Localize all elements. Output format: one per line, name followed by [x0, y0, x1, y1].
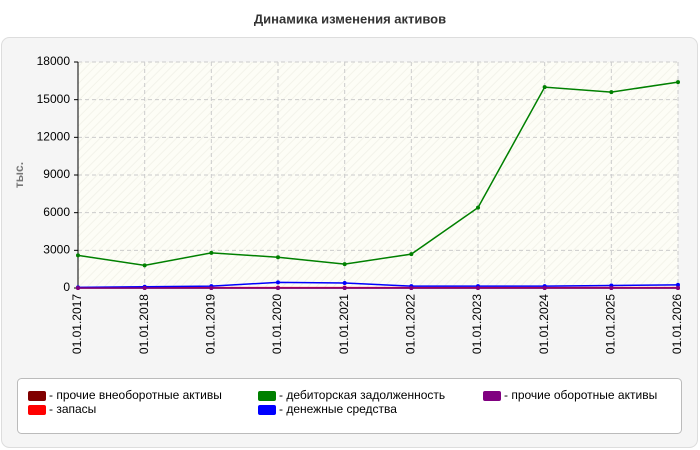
- x-tick-label: 01.01.2018: [137, 294, 151, 354]
- chart-title: Динамика изменения активов: [254, 11, 446, 26]
- data-point: [342, 280, 347, 285]
- series-line: [77, 81, 679, 267]
- legend-label: - денежные средства: [279, 402, 397, 416]
- data-point: [476, 286, 480, 290]
- x-tick-label: 01.01.2020: [270, 294, 284, 354]
- data-point: [609, 286, 614, 290]
- y-tick-label: 18000: [37, 54, 71, 68]
- data-point: [342, 286, 347, 290]
- data-point: [209, 286, 214, 290]
- legend-label: - прочие внеоборотные активы: [49, 388, 222, 402]
- data-point: [276, 286, 280, 290]
- legend-swatch: [28, 391, 46, 401]
- data-point: [276, 255, 280, 260]
- y-tick-label: 12000: [37, 130, 71, 144]
- legend-label: - запасы: [49, 402, 96, 416]
- legend-swatch: [258, 405, 276, 415]
- y-tick-label: 9000: [43, 167, 70, 181]
- y-tick-label: 6000: [43, 205, 70, 219]
- data-point: [276, 280, 280, 285]
- data-point: [76, 253, 80, 258]
- x-tick-label: 01.01.2021: [337, 294, 351, 354]
- data-point: [476, 205, 480, 210]
- data-point: [409, 252, 414, 257]
- data-point: [142, 286, 147, 290]
- legend-label: - дебиторская задолженность: [279, 388, 445, 402]
- legend-swatch: [28, 405, 46, 415]
- series-line: [77, 281, 679, 289]
- x-tick-label: 01.01.2025: [604, 294, 618, 354]
- data-point: [676, 80, 680, 85]
- x-tick-label: 01.01.2026: [670, 294, 684, 354]
- data-point: [676, 286, 680, 290]
- legend-label: - прочие оборотные активы: [504, 388, 657, 402]
- legend: [17, 378, 682, 434]
- y-axis-label: тыс.: [12, 162, 26, 188]
- data-point: [609, 90, 614, 95]
- data-point: [676, 282, 680, 287]
- x-tick-label: 01.01.2019: [204, 294, 218, 354]
- y-tick-label: 15000: [37, 92, 71, 106]
- plot-area: [78, 62, 678, 288]
- x-tick-label: 01.01.2017: [70, 294, 84, 354]
- legend-swatch: [258, 391, 276, 401]
- data-point: [76, 286, 80, 290]
- x-tick-label: 01.01.2022: [404, 294, 418, 354]
- data-point: [342, 262, 347, 267]
- data-point: [209, 250, 214, 255]
- x-tick-label: 01.01.2023: [470, 294, 484, 354]
- x-tick-label: 01.01.2024: [537, 294, 551, 354]
- y-tick-label: 3000: [43, 243, 70, 257]
- y-tick-label: 0: [63, 280, 70, 294]
- data-point: [142, 263, 147, 268]
- data-point: [542, 286, 547, 290]
- data-point: [409, 286, 414, 290]
- data-point: [542, 85, 547, 90]
- legend-swatch: [483, 391, 501, 401]
